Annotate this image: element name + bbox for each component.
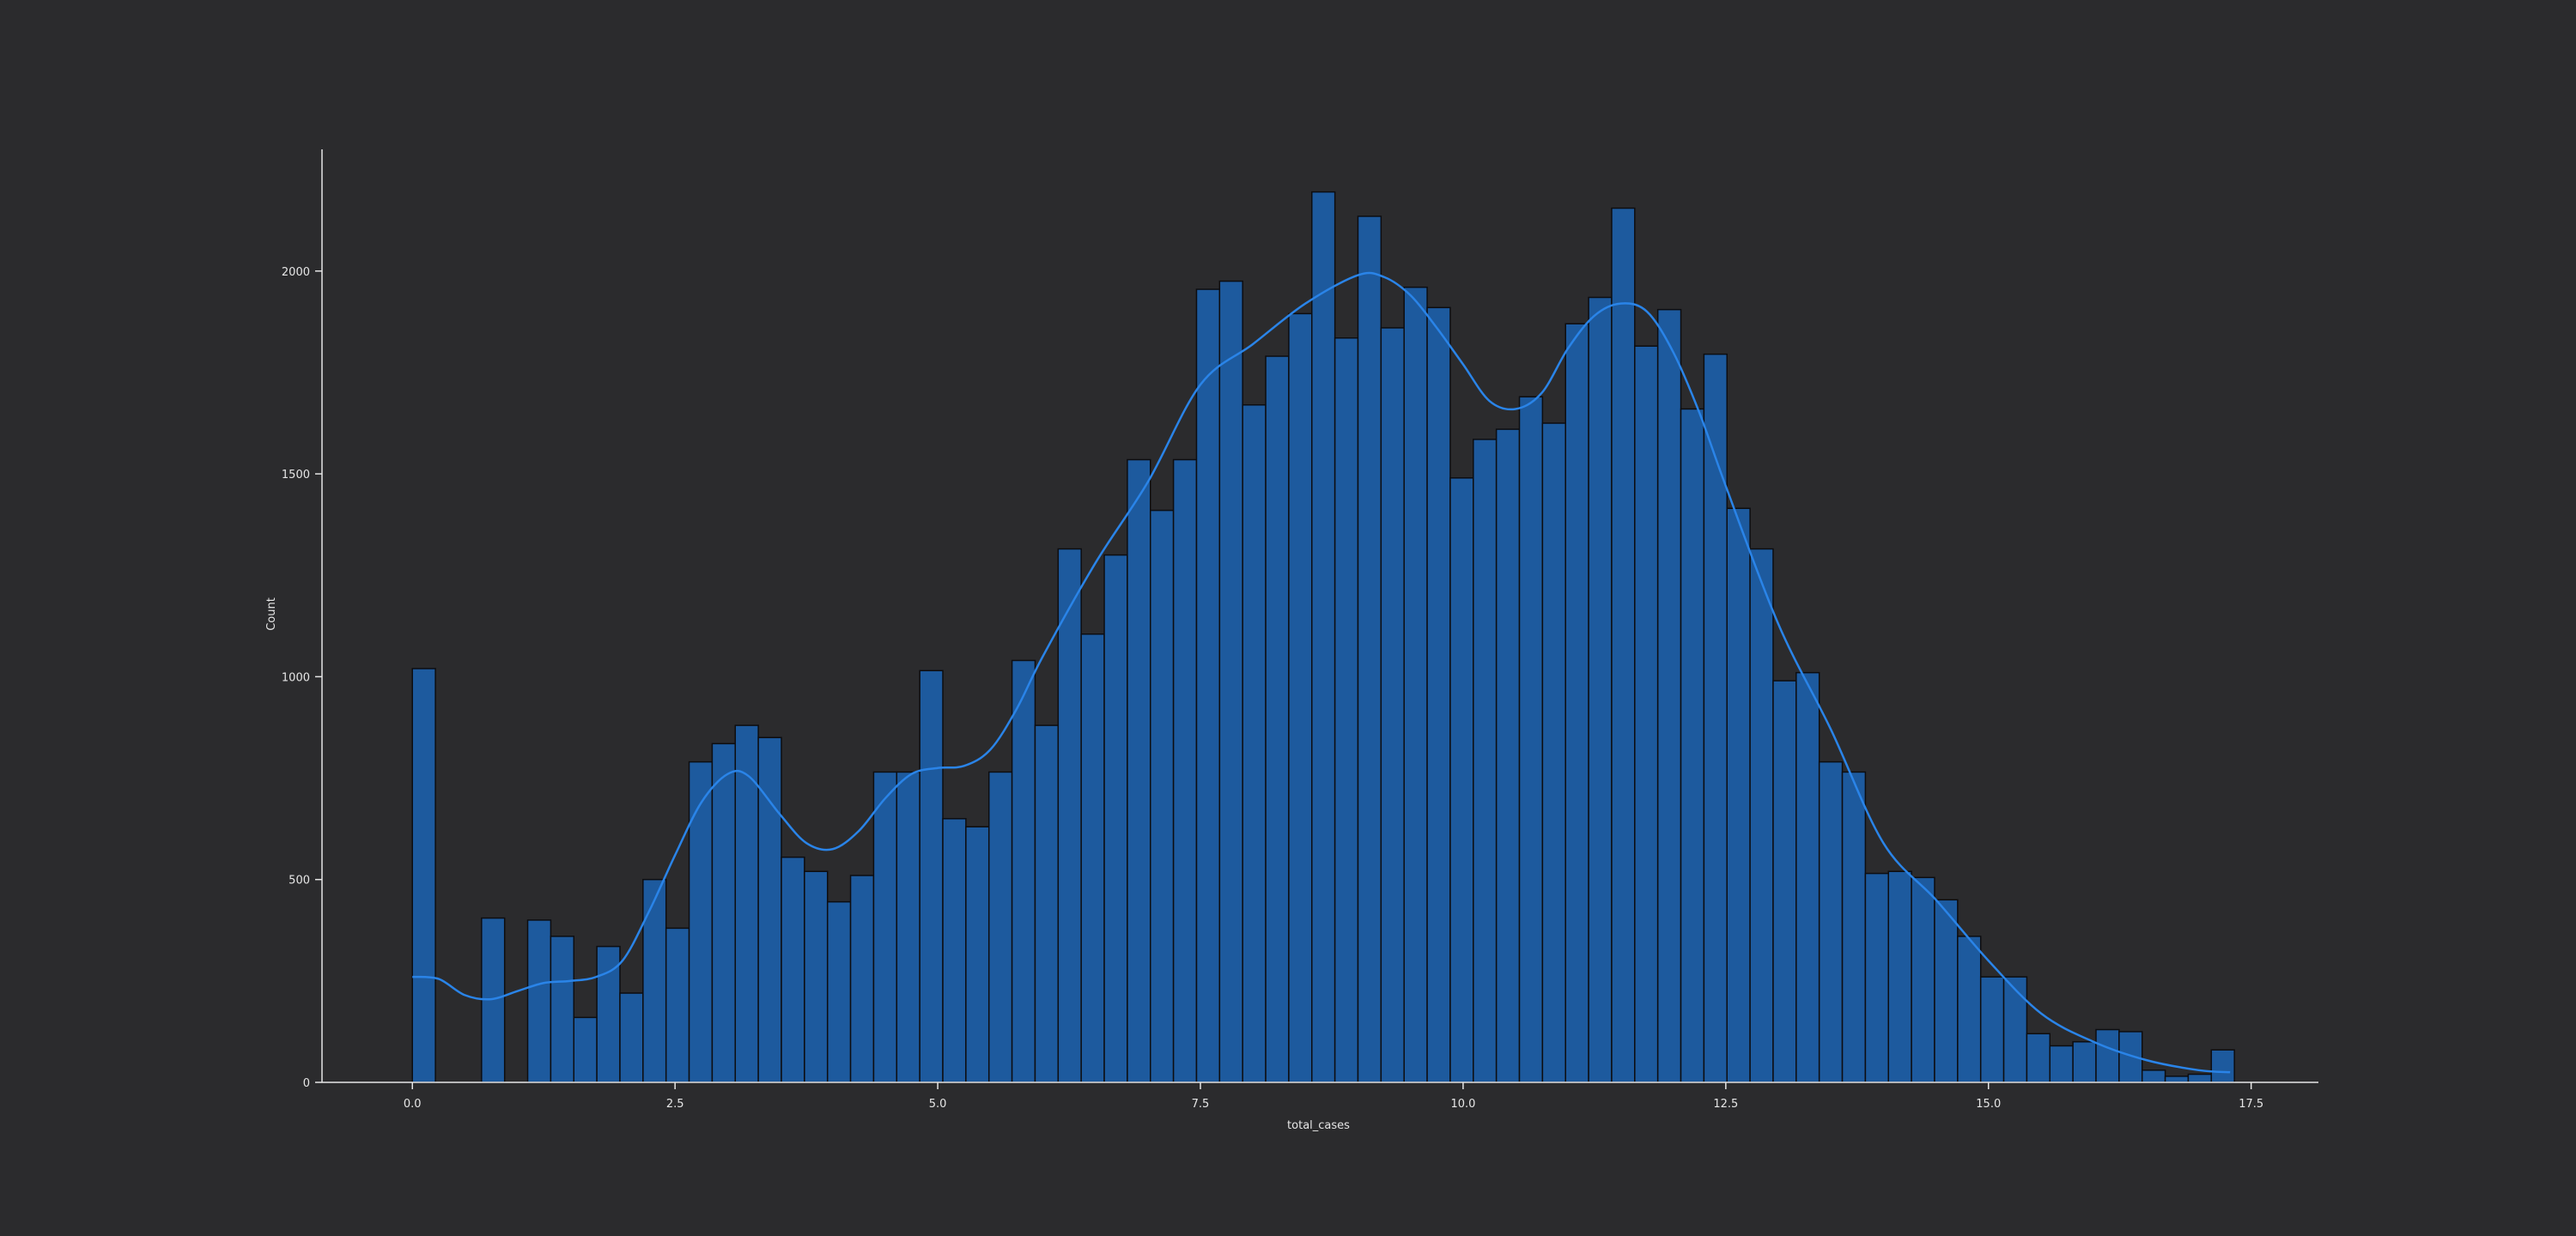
x-tick-label: 0.0 bbox=[404, 1098, 422, 1111]
histogram-bar bbox=[1772, 680, 1797, 1083]
histogram-bar bbox=[1680, 408, 1705, 1083]
histogram-bar bbox=[1841, 771, 1867, 1083]
histogram-bar bbox=[826, 900, 852, 1083]
histogram-bar bbox=[1979, 976, 2005, 1083]
histogram-bar bbox=[1288, 312, 1313, 1083]
y-tick-label: 1000 bbox=[282, 671, 310, 684]
x-tick-label: 12.5 bbox=[1713, 1098, 1738, 1111]
histogram-bar bbox=[1080, 633, 1105, 1083]
histogram-bar bbox=[1818, 760, 1844, 1083]
histogram-bar bbox=[1911, 876, 1935, 1083]
histogram-bar bbox=[1611, 207, 1636, 1083]
histogram-bar bbox=[1495, 428, 1521, 1083]
histogram-bar bbox=[1265, 355, 1290, 1083]
histogram-bar bbox=[872, 771, 898, 1083]
histogram-bar bbox=[1703, 353, 1728, 1083]
histogram-bar bbox=[965, 826, 990, 1083]
histogram-bar bbox=[1127, 458, 1151, 1083]
x-tick-label: 2.5 bbox=[666, 1098, 684, 1111]
histogram-bar bbox=[550, 936, 575, 1083]
histogram-bar bbox=[1449, 477, 1474, 1083]
x-axis-title: total_cases bbox=[1287, 1119, 1350, 1132]
histogram-bar bbox=[2026, 1033, 2051, 1083]
y-axis-title: Count bbox=[265, 597, 278, 631]
histogram-bar bbox=[1357, 215, 1382, 1083]
y-ticks: 0 500 1000 1500 2000 bbox=[282, 266, 322, 1090]
histogram-bar bbox=[1103, 554, 1128, 1083]
histogram-bar bbox=[1795, 671, 1820, 1083]
histogram-bar bbox=[804, 870, 829, 1083]
x-tick-label: 15.0 bbox=[1976, 1098, 2001, 1111]
histogram-bar bbox=[2164, 1075, 2190, 1083]
x-tick-label: 7.5 bbox=[1192, 1098, 1210, 1111]
x-tick-label: 5.0 bbox=[929, 1098, 947, 1111]
histogram-bar bbox=[987, 771, 1013, 1083]
histogram-bar bbox=[1150, 509, 1175, 1083]
histogram-bar bbox=[1242, 403, 1267, 1083]
histogram-bar bbox=[665, 927, 690, 1083]
histogram-bar bbox=[2141, 1069, 2166, 1083]
histogram-bar bbox=[1564, 323, 1589, 1083]
histogram-bar bbox=[919, 670, 944, 1083]
histogram-bar bbox=[1934, 899, 1959, 1083]
axes-group: 0.0 2.5 5.0 7.5 10.0 12.5 15.0 17.5 0 500 1000 150… bbox=[282, 149, 2318, 1111]
histogram-bar bbox=[1011, 659, 1036, 1083]
x-tick-label: 10.0 bbox=[1450, 1098, 1475, 1111]
histogram-bar bbox=[1403, 286, 1428, 1083]
histogram-bar bbox=[1195, 288, 1221, 1083]
histogram-bar bbox=[1334, 337, 1359, 1083]
kde-line bbox=[412, 271, 2231, 1074]
y-tick-label: 0 bbox=[303, 1077, 310, 1090]
histogram-bar bbox=[2187, 1073, 2213, 1083]
histogram-bar bbox=[2095, 1028, 2120, 1083]
histogram-bar bbox=[734, 724, 759, 1083]
histogram-bar bbox=[2072, 1040, 2097, 1083]
histogram-bar bbox=[411, 668, 436, 1083]
bars-group bbox=[411, 191, 2235, 1083]
histogram-bar bbox=[1726, 507, 1751, 1083]
histogram-bar bbox=[1380, 327, 1405, 1083]
histogram-bar bbox=[1172, 458, 1198, 1083]
histogram-bar bbox=[688, 760, 714, 1083]
histogram-bar bbox=[711, 742, 737, 1083]
x-ticks: 0.0 2.5 5.0 7.5 10.0 12.5 15.0 17.5 bbox=[404, 1082, 2263, 1111]
kde-group bbox=[412, 271, 2231, 1074]
histogram-bar bbox=[1634, 345, 1659, 1083]
y-tick-label: 500 bbox=[289, 875, 310, 888]
histogram-bar bbox=[1034, 724, 1060, 1083]
histogram-bar bbox=[781, 856, 805, 1083]
histogram-bar bbox=[1749, 548, 1774, 1083]
histogram-bar bbox=[849, 875, 875, 1083]
histogram-bar bbox=[2002, 976, 2028, 1083]
y-tick-label: 1500 bbox=[282, 469, 310, 482]
histogram-bar bbox=[2210, 1049, 2235, 1083]
histogram-bar bbox=[1864, 872, 1890, 1083]
histogram-bar bbox=[526, 919, 552, 1083]
histogram-bar bbox=[1518, 396, 1544, 1083]
histogram-bar bbox=[1541, 422, 1566, 1083]
histogram-bar bbox=[573, 1016, 598, 1083]
histogram-bar bbox=[596, 945, 621, 1083]
y-tick-label: 2000 bbox=[282, 266, 310, 279]
histogram-bar bbox=[2049, 1045, 2074, 1083]
histogram-bar bbox=[1656, 308, 1682, 1083]
x-tick-label: 17.5 bbox=[2239, 1098, 2263, 1111]
histogram-bar bbox=[1957, 936, 1982, 1083]
histogram-bar bbox=[896, 771, 920, 1083]
histogram-bar bbox=[1218, 280, 1243, 1083]
histogram-bar bbox=[1426, 306, 1451, 1083]
histogram-bar bbox=[1887, 870, 1912, 1083]
histogram-bar bbox=[942, 818, 967, 1083]
histogram-bar bbox=[1588, 296, 1613, 1083]
histogram-bar bbox=[1473, 439, 1498, 1083]
histogram-bar bbox=[619, 992, 644, 1083]
histogram-bar bbox=[1057, 548, 1082, 1083]
histogram-bar bbox=[1311, 191, 1336, 1083]
histogram-bar bbox=[642, 878, 667, 1083]
